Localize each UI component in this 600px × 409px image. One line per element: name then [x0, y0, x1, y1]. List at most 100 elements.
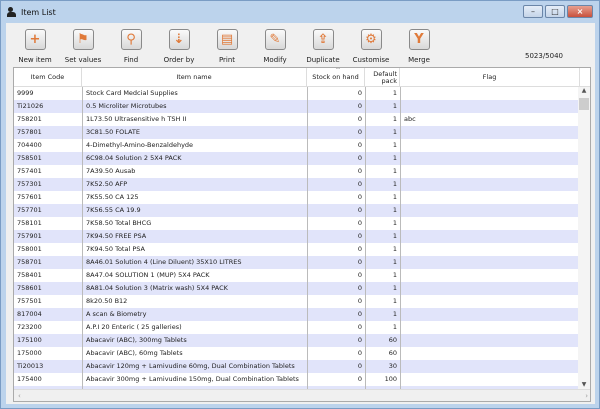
table-row[interactable]: 758001 7K94.50 Total PSA 0 1 — [14, 243, 580, 256]
cell-item-name: A scan & Biometry — [82, 308, 307, 321]
cell-default-pack: 1 — [365, 308, 400, 321]
cell-flag — [400, 230, 580, 243]
horizontal-scrollbar[interactable]: ‹ › — [14, 389, 590, 401]
cell-flag — [400, 269, 580, 282]
cell-default-pack: 1 — [365, 217, 400, 230]
header-item-code[interactable]: Item Code — [14, 68, 82, 87]
table-header: Item Code Item name ^ Stock on hand Defau… — [14, 68, 590, 87]
header-stock-on-hand[interactable]: ^ Stock on hand — [307, 68, 365, 87]
cell-flag — [400, 126, 580, 139]
toolbar: + New item ⚑ Set values ⚲ Find ⇣ Order by ▤ Print… — [11, 26, 443, 64]
table-row[interactable]: 175100 Abacavir (ABC), 300mg Tablets 0 60 — [14, 334, 580, 347]
cell-item-name: Abacavir (ABC), 60mg Tablets — [82, 347, 307, 360]
cell-default-pack: 1 — [365, 256, 400, 269]
client-area: + New item ⚑ Set values ⚲ Find ⇣ Order by ▤ Print… — [6, 23, 595, 404]
cell-flag — [400, 373, 580, 386]
cell-item-name: 0.5 Microliter Microtubes — [82, 100, 307, 113]
table-row[interactable]: 758101 7K58.50 Total BHCG 0 1 — [14, 217, 580, 230]
modify-button[interactable]: ✎ Modify — [251, 26, 299, 64]
cell-flag — [400, 321, 580, 334]
table-row[interactable]: 723200 A.P.I 20 Enteric ( 25 galleries) 0 1 — [14, 321, 580, 334]
table-row[interactable]: 175000 Abacavir (ABC), 60mg Tablets 0 60 — [14, 347, 580, 360]
table-row[interactable]: 758601 8A81.04 Solution 3 (Matrix wash) 5… — [14, 282, 580, 295]
cell-default-pack: 1 — [365, 282, 400, 295]
table-row[interactable]: 758501 6C98.04 Solution 2 5X4 PACK 0 1 — [14, 152, 580, 165]
cell-flag — [400, 204, 580, 217]
table-row[interactable]: Ti21026 0.5 Microliter Microtubes 0 1 — [14, 100, 580, 113]
table-row[interactable]: 757701 7K56.55 CA 19.9 0 1 — [14, 204, 580, 217]
cell-flag — [400, 178, 580, 191]
table-row[interactable]: 757301 7K52.50 AFP 0 1 — [14, 178, 580, 191]
cell-stock-on-hand: 0 — [307, 321, 365, 334]
scroll-up-icon[interactable]: ▲ — [581, 87, 587, 94]
table-row[interactable]: 817004 A scan & Biometry 0 1 — [14, 308, 580, 321]
sort-icon: ⇣ — [168, 29, 190, 50]
scroll-right-icon[interactable]: › — [585, 391, 588, 400]
set-values-button[interactable]: ⚑ Set values — [59, 26, 107, 64]
table-row[interactable]: 758401 8A47.04 SOLUTION 1 (MUP) 5X4 PACK 0… — [14, 269, 580, 282]
table-row[interactable]: 9999 Stock Card Medcial Supplies 0 1 — [14, 87, 580, 100]
order-by-button[interactable]: ⇣ Order by — [155, 26, 203, 64]
cell-item-name: Abacavir 120mg + Lamivudine 60mg, Dual C… — [82, 360, 307, 373]
header-stock-label: Stock on hand — [312, 73, 359, 81]
new-item-button[interactable]: + New item — [11, 26, 59, 64]
cell-flag — [400, 334, 580, 347]
table-row[interactable]: 757601 7K55.50 CA 125 0 1 — [14, 191, 580, 204]
cell-default-pack: 1 — [365, 321, 400, 334]
cell-flag — [400, 165, 580, 178]
cell-stock-on-hand: 0 — [307, 360, 365, 373]
print-button[interactable]: ▤ Print — [203, 26, 251, 64]
cell-item-name: 8A81.04 Solution 3 (Matrix wash) 5X4 PAC… — [82, 282, 307, 295]
header-item-name[interactable]: Item name — [82, 68, 307, 87]
header-spacer — [580, 68, 590, 87]
cell-default-pack: 1 — [365, 139, 400, 152]
close-button[interactable]: × — [567, 5, 593, 18]
header-flag[interactable]: Flag — [400, 68, 580, 87]
cell-stock-on-hand: 0 — [307, 204, 365, 217]
cell-stock-on-hand: 0 — [307, 217, 365, 230]
customise-button[interactable]: ⚙ Customise — [347, 26, 395, 64]
scroll-down-icon[interactable]: ▼ — [581, 381, 587, 388]
table-row[interactable]: 757901 7K94.50 FREE PSA 0 1 — [14, 230, 580, 243]
printer-icon: ▤ — [216, 29, 238, 50]
table-row[interactable]: 757501 8k20.50 B12 0 1 — [14, 295, 580, 308]
maximize-button[interactable]: □ — [545, 5, 565, 18]
merge-button[interactable]: Y Merge — [395, 26, 443, 64]
scroll-left-icon[interactable]: ‹ — [18, 391, 21, 400]
table-row[interactable]: 757801 3C81.50 FOLATE 0 1 — [14, 126, 580, 139]
cell-item-name: 7K55.50 CA 125 — [82, 191, 307, 204]
cell-item-code: 757601 — [17, 193, 42, 201]
vertical-scrollbar[interactable]: ▲ ▼ — [578, 87, 590, 391]
scroll-thumb[interactable] — [579, 98, 589, 110]
table-row[interactable]: 704400 4-Dimethyl-Amino-Benzaldehyde 0 1 — [14, 139, 580, 152]
cell-item-name: Abacavir (ABC), 300mg Tablets — [82, 334, 307, 347]
cell-flag — [400, 360, 580, 373]
minimize-button[interactable]: – — [523, 5, 543, 18]
toolbar-label: Customise — [352, 56, 390, 64]
table-row[interactable]: 758701 8A46.01 Solution 4 (Line Diluent) … — [14, 256, 580, 269]
duplicate-button[interactable]: ⇪ Duplicate — [299, 26, 347, 64]
cell-item-name: 7K52.50 AFP — [82, 178, 307, 191]
cell-stock-on-hand: 0 — [307, 243, 365, 256]
header-default-pack[interactable]: Default pack — [365, 68, 400, 87]
cell-default-pack: 1 — [365, 100, 400, 113]
table-row[interactable]: Ti20013 Abacavir 120mg + Lamivudine 60mg,… — [14, 360, 580, 373]
cell-item-name: 7K58.50 Total BHCG — [82, 217, 307, 230]
cell-default-pack: 1 — [365, 230, 400, 243]
cell-stock-on-hand: 0 — [307, 100, 365, 113]
cell-default-pack: 1 — [365, 243, 400, 256]
find-button[interactable]: ⚲ Find — [107, 26, 155, 64]
table-row[interactable]: 175400 Abacavir 300mg + Lamivudine 150mg,… — [14, 373, 580, 386]
table-row[interactable]: 758201 1L73.50 Ultrasensitive h TSH II 0 1 a… — [14, 113, 580, 126]
table-row[interactable]: 757401 7A39.50 Ausab 0 1 — [14, 165, 580, 178]
cell-item-code: 758501 — [17, 154, 42, 162]
cell-item-code: 758401 — [17, 271, 42, 279]
cell-item-name: 4-Dimethyl-Amino-Benzaldehyde — [82, 139, 307, 152]
toolbar-label: Modify — [263, 56, 287, 64]
cell-stock-on-hand: 0 — [307, 256, 365, 269]
toolbar-label: Print — [218, 56, 236, 64]
cell-flag — [400, 347, 580, 360]
cell-stock-on-hand: 0 — [307, 87, 365, 100]
cell-default-pack: 1 — [365, 165, 400, 178]
